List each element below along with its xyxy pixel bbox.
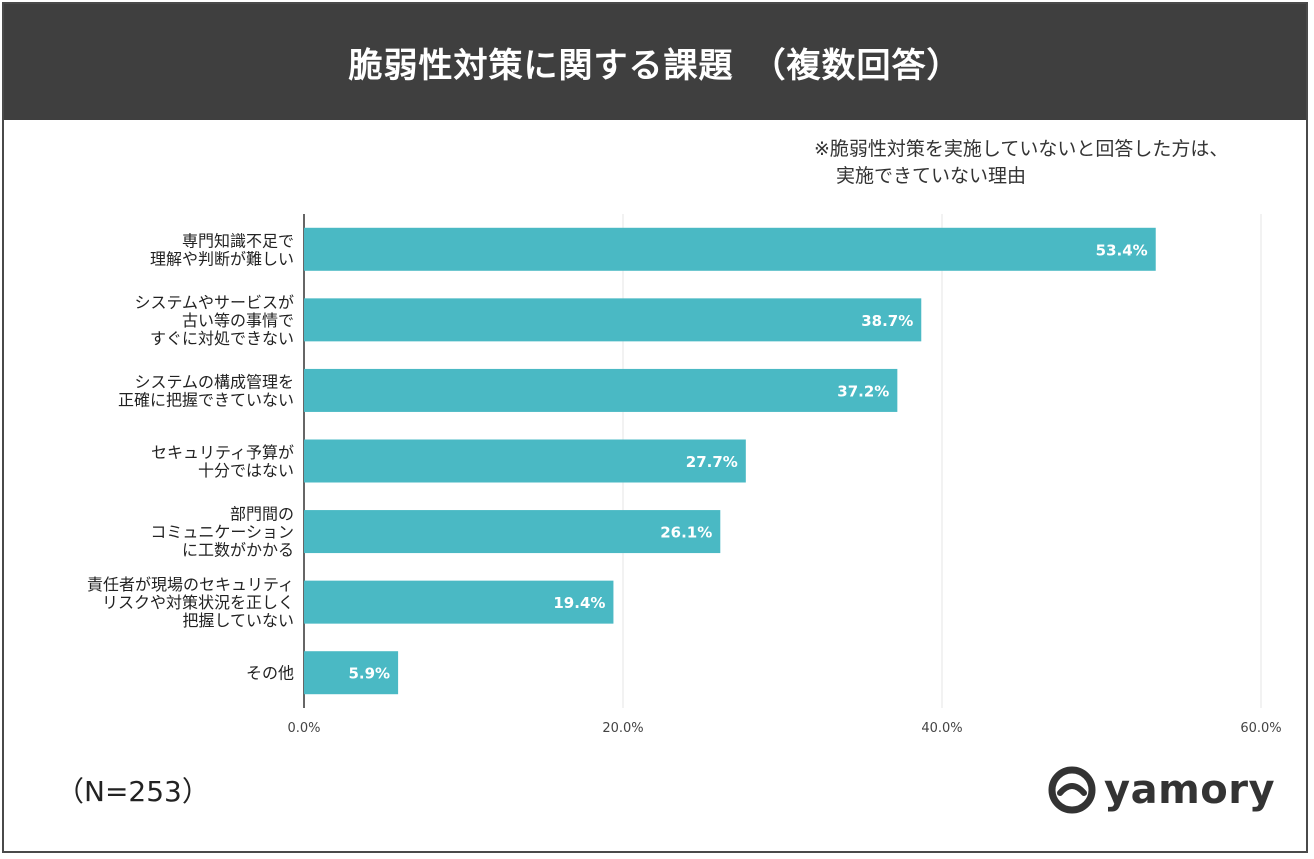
chart-title: 脆弱性対策に関する課題 （複数回答） (348, 45, 962, 86)
category-label: システムの構成管理を正確に把握できていない (118, 372, 294, 409)
survey-note: ※脆弱性対策を実施していないと回答した方は、 実施できていない理由 (814, 136, 1228, 190)
category-label-line: 正確に把握できていない (118, 390, 294, 409)
note-line-1: ※脆弱性対策を実施していないと回答した方は、 (814, 138, 1229, 160)
category-label-line: 把握していない (182, 611, 294, 630)
category-label: その他 (246, 664, 294, 683)
data-label: 38.7% (861, 312, 913, 330)
data-label: 37.2% (837, 382, 889, 400)
category-label-line: に工数がかかる (182, 541, 294, 560)
bar (304, 227, 1156, 271)
data-label: 53.4% (1096, 241, 1148, 259)
category-label-line: その他 (246, 664, 294, 683)
bar (304, 651, 399, 695)
bar (304, 368, 898, 412)
category-label: セキュリティ予算が十分ではない (151, 443, 294, 480)
logo-text: yamory (1104, 767, 1276, 813)
category-label: 部門間のコミュニケーションに工数がかかる (150, 505, 294, 560)
x-tick-label: 60.0% (1240, 721, 1281, 736)
category-label-line: リスクや対策状況を正しく (102, 593, 294, 612)
category-label: システムやサービスが古い等の事情ですぐに対処できない (134, 293, 294, 348)
category-label-line: 責任者が現場のセキュリティ (87, 575, 294, 594)
sample-size: （N=253） (56, 775, 210, 808)
category-label-line: システムやサービスが (134, 293, 294, 312)
x-tick-label: 40.0% (921, 721, 962, 736)
x-tick-label: 0.0% (287, 721, 320, 736)
yamory-logo: yamory (1048, 762, 1275, 818)
category-label-line: コミュニケーション (150, 523, 294, 542)
title-bar: 脆弱性対策に関する課題 （複数回答） (4, 4, 1306, 120)
category-label-line: 十分ではない (198, 461, 294, 480)
category-label-line: 部門間の (230, 505, 294, 524)
bar (304, 580, 614, 624)
category-label-line: 理解や判断が難しい (150, 249, 294, 268)
bar (304, 298, 922, 342)
category-label-line: 古い等の事情で (182, 311, 294, 330)
data-label: 27.7% (686, 453, 738, 471)
data-label: 26.1% (660, 524, 712, 542)
note-line-2: 実施できていない理由 (836, 165, 1027, 187)
category-label-line: 専門知識不足で (182, 231, 294, 250)
category-label: 責任者が現場のセキュリティリスクや対策状況を正しく把握していない (87, 575, 294, 630)
bar (304, 439, 746, 483)
bar (304, 510, 721, 554)
category-label-line: すぐに対処できない (150, 329, 294, 348)
data-label: 19.4% (553, 594, 605, 612)
data-label: 5.9% (348, 665, 390, 683)
category-label: 専門知識不足で理解や判断が難しい (150, 231, 294, 268)
x-tick-label: 20.0% (602, 721, 643, 736)
yamory-logo-icon (1048, 766, 1096, 814)
category-label-line: システムの構成管理を (134, 372, 294, 391)
category-label-line: セキュリティ予算が (151, 443, 294, 462)
